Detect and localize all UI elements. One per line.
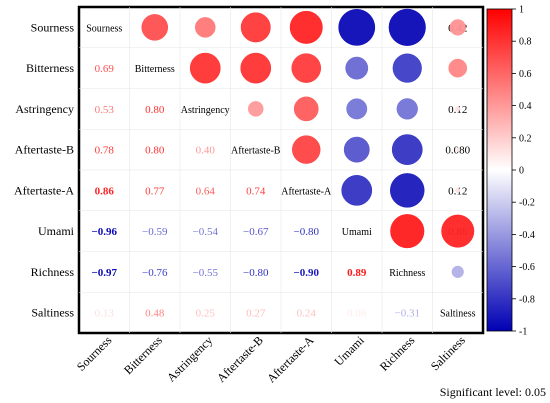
column-label: Bitterness xyxy=(121,333,165,377)
correlation-circle xyxy=(449,19,466,36)
diagonal-label: Saltiness xyxy=(440,309,476,320)
correlation-value: −0.67 xyxy=(243,226,269,238)
row-label: Umami xyxy=(38,224,75,238)
correlation-circle xyxy=(338,9,376,46)
correlation-value: −0.97 xyxy=(91,267,117,279)
cells: Sourness0.420.69Bitterness0.530.80Astrin… xyxy=(86,8,476,320)
correlation-circle xyxy=(455,187,461,193)
colorbar-tick-label: 0 xyxy=(519,166,524,177)
grid-lines xyxy=(79,7,483,333)
column-label: Aftertaste-B xyxy=(214,333,266,385)
colorbar-tick-label: 0.8 xyxy=(519,37,532,48)
correlation-value: 0.77 xyxy=(145,185,165,197)
correlation-circle xyxy=(451,265,464,278)
correlation-circle xyxy=(391,134,423,165)
column-label: Umami xyxy=(332,333,368,369)
colorbar-tick-label: -1 xyxy=(519,327,527,338)
colorbar-tick-label: -0.2 xyxy=(519,198,535,209)
correlation-circle xyxy=(448,58,468,78)
correlation-value: −0.76 xyxy=(142,267,168,279)
correlation-value: −0.80 xyxy=(243,267,269,279)
correlation-circle xyxy=(346,98,368,120)
row-label: Richness xyxy=(31,265,75,279)
row-labels: Sourness Bitterness Astringency Aftertaste-… xyxy=(14,20,75,319)
correlation-value: 0.48 xyxy=(145,308,165,320)
correlation-value: 0.40 xyxy=(196,145,216,157)
correlation-value: −0.55 xyxy=(193,267,219,279)
correlation-value: −0.31 xyxy=(395,308,420,320)
colorbar-tick-label: 1 xyxy=(519,5,524,16)
correlation-value: 0.69 xyxy=(95,63,115,75)
diagonal-label: Aftertaste-A xyxy=(281,186,332,197)
column-label: Saltiness xyxy=(428,333,468,373)
diagonal-label: Bitterness xyxy=(135,64,175,75)
row-label: Aftertaste-A xyxy=(14,183,74,197)
correlation-circle xyxy=(291,53,322,83)
column-label: Sourness xyxy=(74,333,115,374)
correlation-value: −0.59 xyxy=(142,226,168,238)
colorbar-tick-label: 0.4 xyxy=(519,101,532,112)
footnote: Significant level: 0.05 xyxy=(440,385,546,399)
row-label: Aftertaste-B xyxy=(15,143,74,157)
correlation-circle xyxy=(390,173,425,208)
correlation-circle xyxy=(341,175,373,206)
correlation-value: 0.74 xyxy=(246,185,266,197)
correlation-value: 0.80 xyxy=(145,104,165,116)
row-label: Astringency xyxy=(15,102,74,116)
diagonal-label: Umami xyxy=(342,227,372,238)
column-label: Aftertaste-A xyxy=(264,333,317,386)
correlation-circle xyxy=(392,53,422,83)
correlation-circle xyxy=(141,14,169,41)
correlation-circle xyxy=(247,101,264,117)
correlation-circle xyxy=(189,52,221,84)
colorbar-tick-label: -0.4 xyxy=(519,230,535,241)
correlation-circle xyxy=(388,8,426,46)
colorbar-tick-label: 0.2 xyxy=(519,133,532,144)
diagonal-label: Aftertaste-B xyxy=(231,146,281,157)
correlation-value: 0.89 xyxy=(347,267,367,279)
colorbar-tick-label: -0.6 xyxy=(519,262,535,273)
column-label: Astringency xyxy=(164,333,215,384)
correlation-circle xyxy=(289,10,323,44)
correlation-circle xyxy=(396,98,418,120)
correlation-value: 0.64 xyxy=(196,185,216,197)
correlation-circle xyxy=(441,214,475,248)
correlation-circle xyxy=(390,214,425,249)
correlation-circle xyxy=(240,52,272,84)
correlation-value: 0.53 xyxy=(95,104,115,116)
correlation-circle xyxy=(292,135,321,164)
correlation-circle xyxy=(343,136,370,163)
correlation-value: 0.80 xyxy=(145,145,165,157)
correlation-circle xyxy=(455,106,461,112)
correlation-value: −0.80 xyxy=(294,226,320,238)
colorbar-gradient xyxy=(486,8,513,332)
diagonal-label: Sourness xyxy=(86,23,122,34)
correlation-value: −0.96 xyxy=(91,226,117,238)
correlation-value: 0.78 xyxy=(95,145,115,157)
correlation-value: 0.13 xyxy=(95,308,115,320)
row-label: Saltiness xyxy=(31,306,74,320)
correlation-circle xyxy=(194,17,216,38)
correlation-circle xyxy=(345,56,369,80)
colorbar-tick-label: 0.6 xyxy=(519,69,532,80)
correlation-value: −0.54 xyxy=(193,226,219,238)
row-label: Sourness xyxy=(31,20,75,34)
correlation-value: −0.90 xyxy=(293,267,319,279)
diagonal-label: Astringency xyxy=(181,105,230,116)
correlation-value: 0.08 xyxy=(347,308,367,320)
correlation-circle xyxy=(293,96,319,122)
colorbar-tick-label: -0.8 xyxy=(519,294,535,305)
correlation-value: 0.25 xyxy=(196,308,216,320)
correlation-value: 0.24 xyxy=(297,308,317,320)
correlation-value: 0.86 xyxy=(95,185,115,197)
column-label: Richness xyxy=(377,333,418,374)
colorbar: 1 0.8 0.6 0.4 0.2 0 -0.2 -0.4 -0.6 -0.8 -1 xyxy=(486,5,535,338)
correlation-value: 0.27 xyxy=(246,308,266,320)
correlation-circle xyxy=(455,147,460,152)
column-labels: Sourness Bitterness AstringencyAftertaste-… xyxy=(74,333,468,386)
diagonal-label: Richness xyxy=(389,268,425,279)
row-label: Bitterness xyxy=(26,61,74,75)
correlation-circle xyxy=(240,12,271,43)
